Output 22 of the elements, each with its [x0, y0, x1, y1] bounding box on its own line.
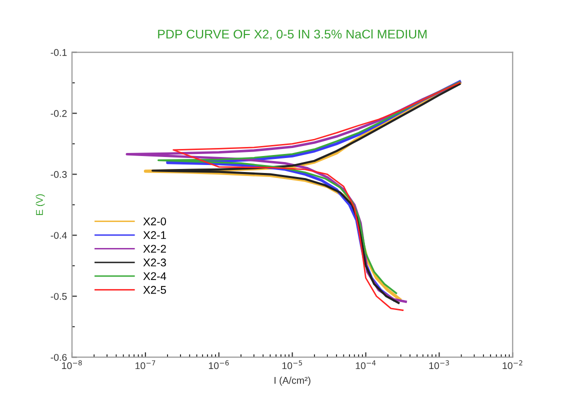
x-axis-title: I (A/cm²) [274, 376, 310, 386]
y-tick-label: -0.5 [50, 292, 67, 300]
x-tick-label: 10$^{−7}$ [136, 360, 156, 370]
legend-label: X2-5 [143, 286, 166, 294]
x-tick-label: 10$^{−5}$ [282, 360, 302, 370]
y-tick-label: -0.6 [50, 354, 67, 361]
legend-label: X2-2 [143, 244, 166, 253]
y-tick-label: -0.4 [50, 232, 67, 239]
legend-label: X2-4 [143, 272, 166, 280]
x-tick-label: 10$^{−6}$ [208, 360, 229, 370]
x-tick-label: 10$^{−3}$ [429, 360, 449, 370]
legend-label: X2-3 [143, 258, 166, 266]
y-tick-label: -0.3 [50, 171, 67, 178]
x-tick-label: 10$^{−2}$ [502, 360, 522, 370]
chart-title: PDP CURVE OF X2, 0-5 IN 3.5% NaCl MEDIUM [158, 29, 427, 40]
y-tick-label: -0.2 [50, 110, 67, 117]
legend-label: X2-0 [143, 217, 166, 226]
y-axis-title: E (V) [36, 194, 45, 216]
x-tick-label: 10$^{−8}$ [62, 360, 82, 370]
legend-label: X2-1 [143, 231, 166, 239]
x-tick-label: 10$^{−4}$ [356, 360, 376, 370]
y-tick-label: -0.1 [50, 49, 67, 56]
